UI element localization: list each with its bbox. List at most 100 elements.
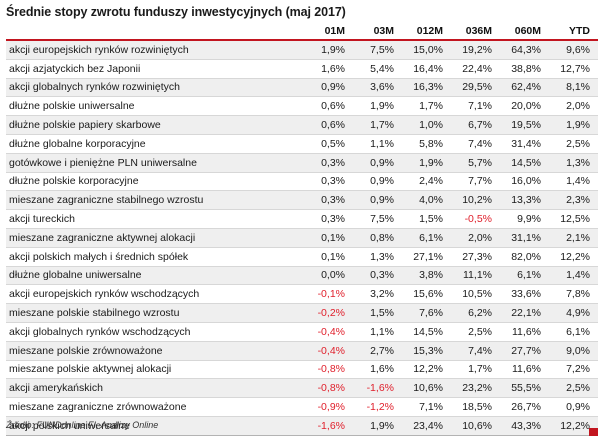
cell-value: 7,5% xyxy=(353,209,402,229)
cell-value: 10,2% xyxy=(451,190,500,211)
cell-value: 2,5% xyxy=(451,322,500,342)
cell-value: 1,1% xyxy=(353,134,402,154)
table-row: mieszane zagraniczne zrównoważone -0,9% -1… xyxy=(6,397,598,417)
row-label: akcji europejskich rynków rozwiniętych xyxy=(6,40,304,60)
row-label: dłużne globalne korporacyjne xyxy=(6,134,304,154)
column-header-label xyxy=(6,23,304,41)
cell-value: 5,4% xyxy=(353,59,402,79)
cell-value: 12,2% xyxy=(549,247,598,267)
table-row: mieszane zagraniczne stabilnego wzrostu 0… xyxy=(6,190,598,211)
cell-value: 27,3% xyxy=(451,247,500,267)
cell-value: 7,6% xyxy=(402,303,451,323)
cell-value: 0,5% xyxy=(304,134,353,154)
table-title: Średnie stopy zwrotu funduszy inwestycyj… xyxy=(6,5,346,19)
cell-value: 0,8% xyxy=(353,228,402,248)
cell-value: 10,5% xyxy=(451,284,500,305)
table-row: akcji globalnych rynków wschodzących -0,4… xyxy=(6,322,598,342)
cell-value: 15,3% xyxy=(402,341,451,361)
cell-value: 1,7% xyxy=(353,115,402,135)
cell-value: 16,4% xyxy=(402,59,451,79)
cell-value: 0,0% xyxy=(304,266,353,286)
cell-value: 1,9% xyxy=(549,115,598,135)
cell-value: 7,1% xyxy=(402,397,451,417)
cell-value: 14,5% xyxy=(402,322,451,342)
cell-value: -1,6% xyxy=(304,416,353,436)
cell-value: 0,9% xyxy=(304,78,353,98)
table-row: mieszane polskie zrównoważone -0,4% 2,7% 15… xyxy=(6,341,598,361)
cell-value: -1,2% xyxy=(353,397,402,417)
cell-value: 31,1% xyxy=(500,228,549,248)
cell-value: -0,8% xyxy=(304,378,353,399)
table-body: akcji europejskich rynków rozwiniętych 1,… xyxy=(6,40,598,436)
cell-value: 20,0% xyxy=(500,96,549,117)
cell-value: 0,3% xyxy=(304,190,353,211)
column-header-060m: 060M xyxy=(500,23,549,41)
table-row: akcji polskich uniwersalne -1,6% 1,9% 23,4%… xyxy=(6,416,598,436)
cell-value: 33,6% xyxy=(500,284,549,305)
cell-value: 1,9% xyxy=(353,416,402,436)
cell-value: 7,7% xyxy=(451,172,500,192)
cell-value: 11,1% xyxy=(451,266,500,286)
row-label: mieszane zagraniczne aktywnej alokacji xyxy=(6,228,304,248)
cell-value: 18,5% xyxy=(451,397,500,417)
row-label: gotówkowe i pieniężne PLN uniwersalne xyxy=(6,153,304,173)
cell-value: 9,0% xyxy=(549,341,598,361)
cell-value: 12,5% xyxy=(549,209,598,229)
cell-value: 5,7% xyxy=(451,153,500,173)
row-label: mieszane polskie stabilnego wzrostu xyxy=(6,303,304,323)
row-label: dłużne polskie uniwersalne xyxy=(6,96,304,117)
cell-value: 6,2% xyxy=(451,303,500,323)
corner-decoration xyxy=(589,428,598,436)
cell-value: 29,5% xyxy=(451,78,500,98)
cell-value: 2,1% xyxy=(549,228,598,248)
cell-value: 2,5% xyxy=(549,378,598,399)
row-label: mieszane zagraniczne stabilnego wzrostu xyxy=(6,190,304,211)
cell-value: 4,0% xyxy=(402,190,451,211)
cell-value: 1,7% xyxy=(451,360,500,380)
table-row: akcji europejskich rynków wschodzących -0… xyxy=(6,284,598,305)
row-label: akcji polskich małych i średnich spółek xyxy=(6,247,304,267)
cell-value: 4,9% xyxy=(549,303,598,323)
cell-value: 1,3% xyxy=(353,247,402,267)
cell-value: 11,6% xyxy=(500,322,549,342)
cell-value: 1,9% xyxy=(353,96,402,117)
cell-value: 26,7% xyxy=(500,397,549,417)
cell-value: 15,6% xyxy=(402,284,451,305)
cell-value: 6,7% xyxy=(451,115,500,135)
cell-value: 19,2% xyxy=(451,40,500,60)
cell-value: 1,9% xyxy=(402,153,451,173)
cell-value: -0,2% xyxy=(304,303,353,323)
cell-value: 7,8% xyxy=(549,284,598,305)
cell-value: 5,8% xyxy=(402,134,451,154)
cell-value: 0,1% xyxy=(304,228,353,248)
cell-value: 2,0% xyxy=(451,228,500,248)
cell-value: 15,0% xyxy=(402,40,451,60)
cell-value: 0,9% xyxy=(353,153,402,173)
cell-value: 22,4% xyxy=(451,59,500,79)
cell-value: 1,4% xyxy=(549,172,598,192)
cell-value: 9,9% xyxy=(500,209,549,229)
table-row: dłużne polskie papiery skarbowe 0,6% 1,7% 1… xyxy=(6,115,598,135)
cell-value: 9,6% xyxy=(549,40,598,60)
table-row: akcji europejskich rynków rozwiniętych 1,… xyxy=(6,40,598,60)
cell-value: 7,5% xyxy=(353,40,402,60)
table-row: akcji tureckich 0,3% 7,5% 1,5% -0,5% 9,9% 12,5… xyxy=(6,209,598,229)
cell-value: 12,7% xyxy=(549,59,598,79)
cell-value: 43,3% xyxy=(500,416,549,436)
header-row: 01M 03M 012M 036M 060M YTD xyxy=(6,23,598,41)
row-label: akcji globalnych rynków rozwiniętych xyxy=(6,78,304,98)
cell-value: 31,4% xyxy=(500,134,549,154)
row-label: akcji europejskich rynków wschodzących xyxy=(6,284,304,305)
cell-value: -0,8% xyxy=(304,360,353,380)
cell-value: 16,3% xyxy=(402,78,451,98)
row-label: dłużne polskie korporacyjne xyxy=(6,172,304,192)
returns-table: 01M 03M 012M 036M 060M YTD akcji europej… xyxy=(6,23,598,436)
cell-value: 0,3% xyxy=(304,209,353,229)
cell-value: 0,9% xyxy=(353,172,402,192)
table-row: dłużne polskie korporacyjne 0,3% 0,9% 2,4% 7… xyxy=(6,172,598,192)
row-label: akcji polskich uniwersalne xyxy=(6,416,304,436)
cell-value: -1,6% xyxy=(353,378,402,399)
row-label: akcji tureckich xyxy=(6,209,304,229)
cell-value: 10,6% xyxy=(451,416,500,436)
cell-value: 23,2% xyxy=(451,378,500,399)
